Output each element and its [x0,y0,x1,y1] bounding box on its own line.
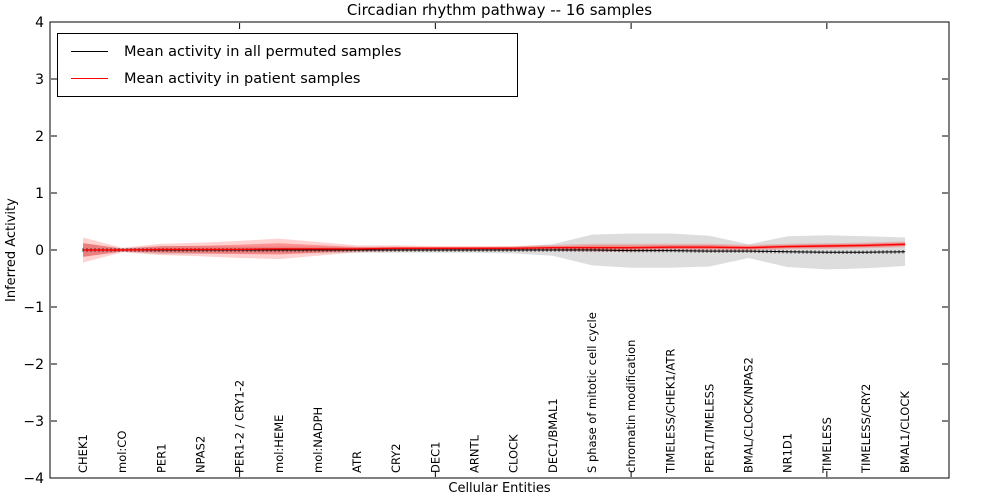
legend-item-permuted: Mean activity in all permuted samples [71,39,517,65]
permuted-std-band [83,233,906,270]
chart-title: Circadian rhythm pathway -- 16 samples [346,1,653,19]
plot-frame [49,21,950,479]
y-tick-label: −1 [23,300,44,316]
x-category-label: DEC1 [428,442,442,473]
y-tick-label: 1 [35,186,44,202]
legend-item-patient: Mean activity in patient samples [71,66,517,92]
patient-line-swatch [71,78,108,79]
x-category-label: mol:HEME [272,415,286,473]
x-axis-title: Cellular Entities [448,481,551,496]
y-tick-label: 0 [35,243,44,259]
legend-label-permuted: Mean activity in all permuted samples [124,43,402,60]
x-category-label: TIMELESS/CRY2 [859,384,873,474]
x-category-label: TIMELESS [820,417,834,474]
y-tick-label: 2 [35,129,44,145]
x-category-label: TIMELESS/CHEK1/ATR [663,349,677,474]
x-category-label: ATR [350,451,364,473]
x-category-label: chromatin modification [624,340,638,473]
y-tick-label: −3 [23,414,44,430]
x-category-label: ARNTL [468,435,482,473]
x-category-label: CHEK1 [76,434,90,473]
x-category-label: PER1-2 / CRY1-2 [233,380,247,473]
patient-std-band-inner [83,242,906,257]
y-tick-label: 3 [35,72,44,88]
x-category-label: S phase of mitotic cell cycle [585,312,599,473]
legend: Mean activity in all permuted samples Me… [57,33,518,97]
legend-label-patient: Mean activity in patient samples [124,70,361,87]
y-tick-label: 4 [35,15,44,31]
x-category-label: PER1/TIMELESS [702,384,716,473]
x-category-label: mol:NADPH [311,407,325,473]
y-axis-title: Inferred Activity [4,198,19,302]
x-category-label: BMAL/CLOCK/NPAS2 [742,357,756,473]
x-category-label: CRY2 [389,443,403,473]
y-tick-label: −2 [23,357,44,373]
x-category-label: mol:CO [115,431,129,473]
x-category-label: NR1D1 [781,433,795,473]
x-category-label: BMAL1/CLOCK [898,391,912,473]
permuted-line-swatch [71,51,108,52]
x-category-label: DEC1/BMAL1 [546,398,560,473]
y-tick-label: −4 [23,471,44,487]
patient-mean-line [83,243,906,251]
x-category-label: CLOCK [507,434,521,473]
x-category-label: NPAS2 [193,436,207,473]
x-category-label: PER1 [154,443,168,473]
